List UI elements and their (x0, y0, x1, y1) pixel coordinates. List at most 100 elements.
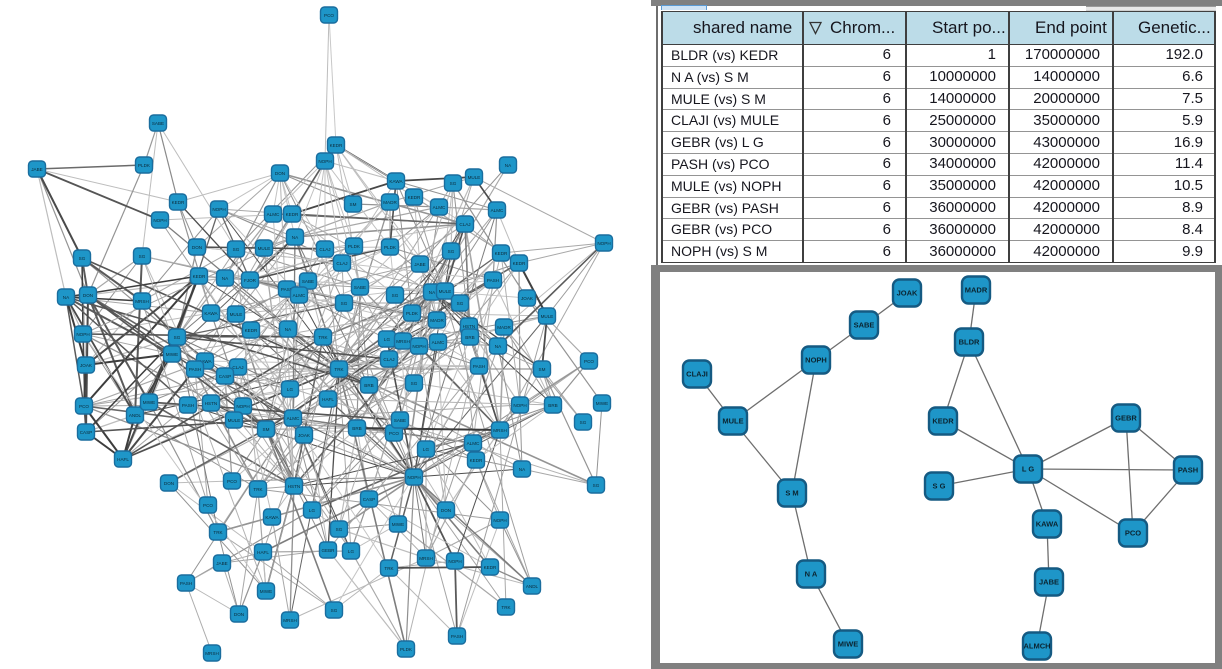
svg-text:KEDR: KEDR (495, 251, 508, 256)
svg-text:SG: SG (580, 420, 587, 425)
svg-text:NA: NA (495, 344, 502, 349)
svg-text:N A: N A (805, 570, 818, 579)
svg-text:KEDR: KEDR (245, 328, 258, 333)
svg-text:LG: LG (384, 337, 391, 342)
svg-text:BRB: BRB (364, 383, 373, 388)
svg-text:HSTN: HSTN (288, 484, 301, 489)
svg-text:TRK: TRK (213, 530, 223, 535)
svg-text:ALMC: ALMC (287, 416, 300, 421)
svg-text:HAFL: HAFL (117, 457, 129, 462)
svg-text:MULE: MULE (541, 314, 554, 319)
svg-text:MIWE: MIWE (596, 401, 609, 406)
svg-text:LG: LG (287, 387, 294, 392)
svg-text:BLDR: BLDR (959, 338, 980, 347)
svg-text:PASH: PASH (451, 634, 463, 639)
svg-text:NA: NA (429, 290, 436, 295)
svg-text:ANDL: ANDL (526, 584, 539, 589)
svg-text:SG: SG (336, 527, 343, 532)
svg-text:HSTN: HSTN (463, 324, 476, 329)
svg-text:MRSH: MRSH (135, 299, 149, 304)
svg-text:LG: LG (309, 508, 316, 513)
svg-text:SG: SG (331, 608, 338, 613)
svg-text:MULE: MULE (230, 312, 243, 317)
svg-text:SG: SG (174, 335, 181, 340)
svg-text:KAWA: KAWA (204, 311, 218, 316)
svg-text:DON: DON (275, 171, 285, 176)
svg-text:PCO: PCO (79, 404, 89, 409)
svg-text:DON: DON (164, 481, 174, 486)
svg-text:S G: S G (933, 482, 946, 491)
svg-text:KAWA: KAWA (198, 359, 212, 364)
svg-text:PCO: PCO (1125, 529, 1141, 538)
svg-text:PCO: PCO (324, 13, 334, 18)
svg-text:MULE: MULE (258, 246, 271, 251)
svg-text:KEDR: KEDR (193, 274, 206, 279)
svg-text:L G: L G (1022, 465, 1035, 474)
svg-text:MRSH: MRSH (419, 556, 433, 561)
svg-text:MIWE: MIWE (260, 589, 273, 594)
svg-text:TRK: TRK (253, 487, 263, 492)
svg-text:PASH: PASH (1178, 466, 1198, 475)
svg-text:HAFL: HAFL (322, 397, 334, 402)
svg-text:SM: SM (263, 427, 270, 432)
svg-text:MRSH: MRSH (396, 339, 410, 344)
svg-text:DON: DON (83, 293, 93, 298)
svg-text:ANDL: ANDL (129, 413, 142, 418)
svg-text:HAFL: HAFL (257, 550, 269, 555)
svg-text:KEDR: KEDR (286, 212, 299, 217)
svg-text:ALMC: ALMC (267, 212, 280, 217)
svg-text:NOPH: NOPH (412, 344, 425, 349)
svg-text:SG: SG (457, 301, 464, 306)
svg-text:MIWE: MIWE (143, 400, 156, 405)
svg-text:MADR: MADR (430, 318, 444, 323)
svg-text:PASH: PASH (473, 364, 485, 369)
svg-text:ALMCH: ALMCH (1023, 642, 1050, 651)
svg-text:NOPH: NOPH (448, 559, 461, 564)
svg-text:MADR: MADR (497, 325, 511, 330)
svg-text:TRK: TRK (318, 335, 328, 340)
svg-text:KAWA: KAWA (265, 515, 279, 520)
svg-text:CLAJ: CLAJ (336, 261, 347, 266)
svg-text:SG: SG (233, 247, 240, 252)
svg-text:PASH: PASH (189, 367, 201, 372)
svg-text:MIWE: MIWE (392, 522, 405, 527)
svg-text:JABE: JABE (414, 262, 426, 267)
svg-text:SG: SG (411, 381, 418, 386)
svg-text:NOPH: NOPH (212, 207, 225, 212)
svg-text:SABE: SABE (394, 418, 406, 423)
svg-text:NOPH: NOPH (805, 356, 827, 365)
svg-text:DON: DON (234, 612, 244, 617)
svg-text:JOAK: JOAK (80, 363, 93, 368)
svg-text:BRB: BRB (548, 403, 557, 408)
svg-text:MIWE: MIWE (166, 352, 179, 357)
svg-text:SG: SG (450, 181, 457, 186)
svg-text:NA: NA (63, 295, 70, 300)
svg-text:PASH: PASH (487, 278, 499, 283)
svg-text:PLDK: PLDK (400, 647, 413, 652)
svg-text:NOPH: NOPH (318, 159, 331, 164)
svg-text:JOAK: JOAK (521, 296, 534, 301)
svg-text:KAWA: KAWA (389, 179, 403, 184)
svg-text:PASH: PASH (180, 581, 192, 586)
svg-text:PCO: PCO (584, 359, 594, 364)
svg-text:GEBR: GEBR (1115, 414, 1137, 423)
svg-text:MULE: MULE (468, 175, 481, 180)
svg-text:NA: NA (505, 163, 512, 168)
svg-text:CASP: CASP (363, 497, 376, 502)
svg-text:CLAJI: CLAJI (686, 370, 708, 379)
svg-text:ALMC: ALMC (491, 208, 504, 213)
svg-text:NA: NA (222, 276, 229, 281)
svg-text:MULE: MULE (228, 418, 241, 423)
svg-text:TRK: TRK (501, 605, 511, 610)
svg-text:KEDR: KEDR (172, 200, 185, 205)
svg-text:KEDR: KEDR (932, 417, 954, 426)
svg-text:MADR: MADR (965, 286, 988, 295)
svg-text:TRK: TRK (334, 367, 344, 372)
svg-text:SG: SG (392, 293, 399, 298)
svg-text:SM: SM (350, 202, 357, 207)
svg-text:ALMC: ALMC (293, 293, 306, 298)
svg-text:LG: LG (423, 447, 430, 452)
svg-text:FJOR: FJOR (244, 278, 257, 283)
svg-text:KAWA: KAWA (1036, 520, 1059, 529)
svg-text:DON: DON (192, 245, 202, 250)
